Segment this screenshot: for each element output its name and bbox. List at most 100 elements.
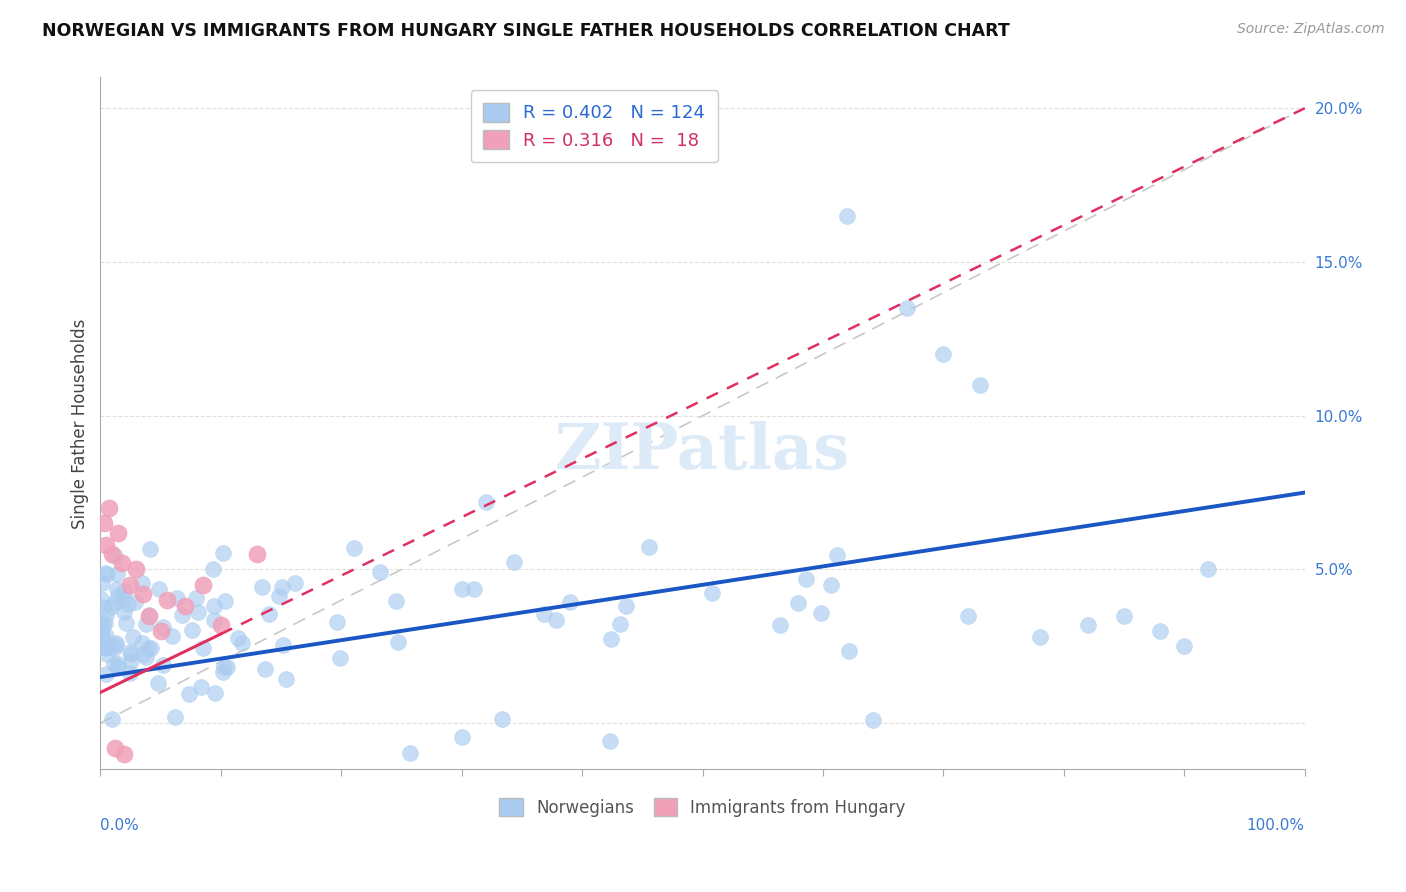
Point	[810, 606, 832, 620]
Point	[284, 575, 307, 590]
Point	[96, 538, 118, 552]
Point	[558, 595, 581, 609]
Point	[600, 632, 623, 647]
Point	[191, 578, 214, 592]
Text: 0.0%: 0.0%	[100, 818, 139, 833]
Point	[117, 597, 139, 611]
Point	[135, 649, 157, 664]
Point	[820, 577, 842, 591]
Point	[451, 582, 474, 597]
Point	[201, 562, 224, 576]
Point	[103, 641, 125, 656]
Point	[838, 644, 860, 658]
Point	[190, 680, 212, 694]
Point	[163, 710, 186, 724]
Point	[101, 712, 124, 726]
Point	[90, 624, 112, 639]
Point	[325, 615, 347, 629]
Point	[103, 596, 125, 610]
Point	[124, 595, 146, 609]
Point	[1149, 624, 1171, 638]
Point	[387, 635, 409, 649]
Point	[107, 659, 129, 673]
Point	[276, 672, 298, 686]
Point	[155, 593, 177, 607]
Point	[1029, 630, 1052, 644]
Point	[343, 541, 366, 555]
Point	[896, 301, 918, 315]
Point	[94, 615, 117, 630]
Point	[94, 640, 117, 654]
Text: 100.0%: 100.0%	[1247, 818, 1305, 833]
Point	[103, 657, 125, 671]
Point	[90, 627, 112, 641]
Point	[956, 608, 979, 623]
Point	[91, 600, 114, 615]
Point	[862, 713, 884, 727]
Point	[104, 549, 127, 563]
Point	[212, 546, 235, 560]
Point	[246, 547, 269, 561]
Point	[451, 730, 474, 744]
Point	[209, 617, 232, 632]
Point	[166, 591, 188, 605]
Point	[835, 209, 858, 223]
Text: ZIPatlas: ZIPatlas	[555, 420, 851, 482]
Point	[180, 623, 202, 637]
Point	[94, 566, 117, 581]
Point	[609, 616, 631, 631]
Point	[187, 606, 209, 620]
Point	[204, 686, 226, 700]
Point	[172, 608, 194, 623]
Point	[107, 657, 129, 671]
Point	[214, 594, 236, 608]
Point	[932, 347, 955, 361]
Point	[138, 607, 160, 622]
Point	[179, 686, 201, 700]
Point	[463, 582, 485, 597]
Point	[94, 607, 117, 622]
Point	[191, 640, 214, 655]
Point	[114, 747, 136, 761]
Point	[250, 580, 273, 594]
Point	[599, 734, 621, 748]
Point	[107, 590, 129, 604]
Point	[93, 516, 115, 531]
Point	[267, 590, 290, 604]
Point	[149, 624, 172, 638]
Point	[503, 555, 526, 569]
Point	[148, 582, 170, 596]
Point	[122, 630, 145, 644]
Point	[125, 562, 148, 576]
Point	[131, 647, 153, 661]
Point	[152, 657, 174, 672]
Point	[474, 495, 496, 509]
Point	[329, 650, 352, 665]
Point	[270, 580, 292, 594]
Point	[491, 712, 513, 726]
Point	[120, 665, 142, 680]
Point	[112, 592, 135, 607]
Point	[202, 599, 225, 613]
Point	[146, 676, 169, 690]
Point	[1173, 640, 1195, 654]
Point	[89, 616, 111, 631]
Point	[96, 667, 118, 681]
Point	[115, 615, 138, 630]
Point	[96, 629, 118, 643]
Point	[131, 587, 153, 601]
Point	[136, 640, 159, 655]
Point	[184, 591, 207, 605]
Point	[105, 636, 128, 650]
Point	[226, 631, 249, 645]
Point	[614, 599, 637, 613]
Point	[120, 645, 142, 659]
Point	[217, 659, 239, 673]
Point	[105, 567, 128, 582]
Point	[97, 500, 120, 515]
Point	[253, 661, 276, 675]
Point	[212, 665, 235, 679]
Point	[120, 654, 142, 668]
Point	[139, 541, 162, 556]
Point	[91, 617, 114, 632]
